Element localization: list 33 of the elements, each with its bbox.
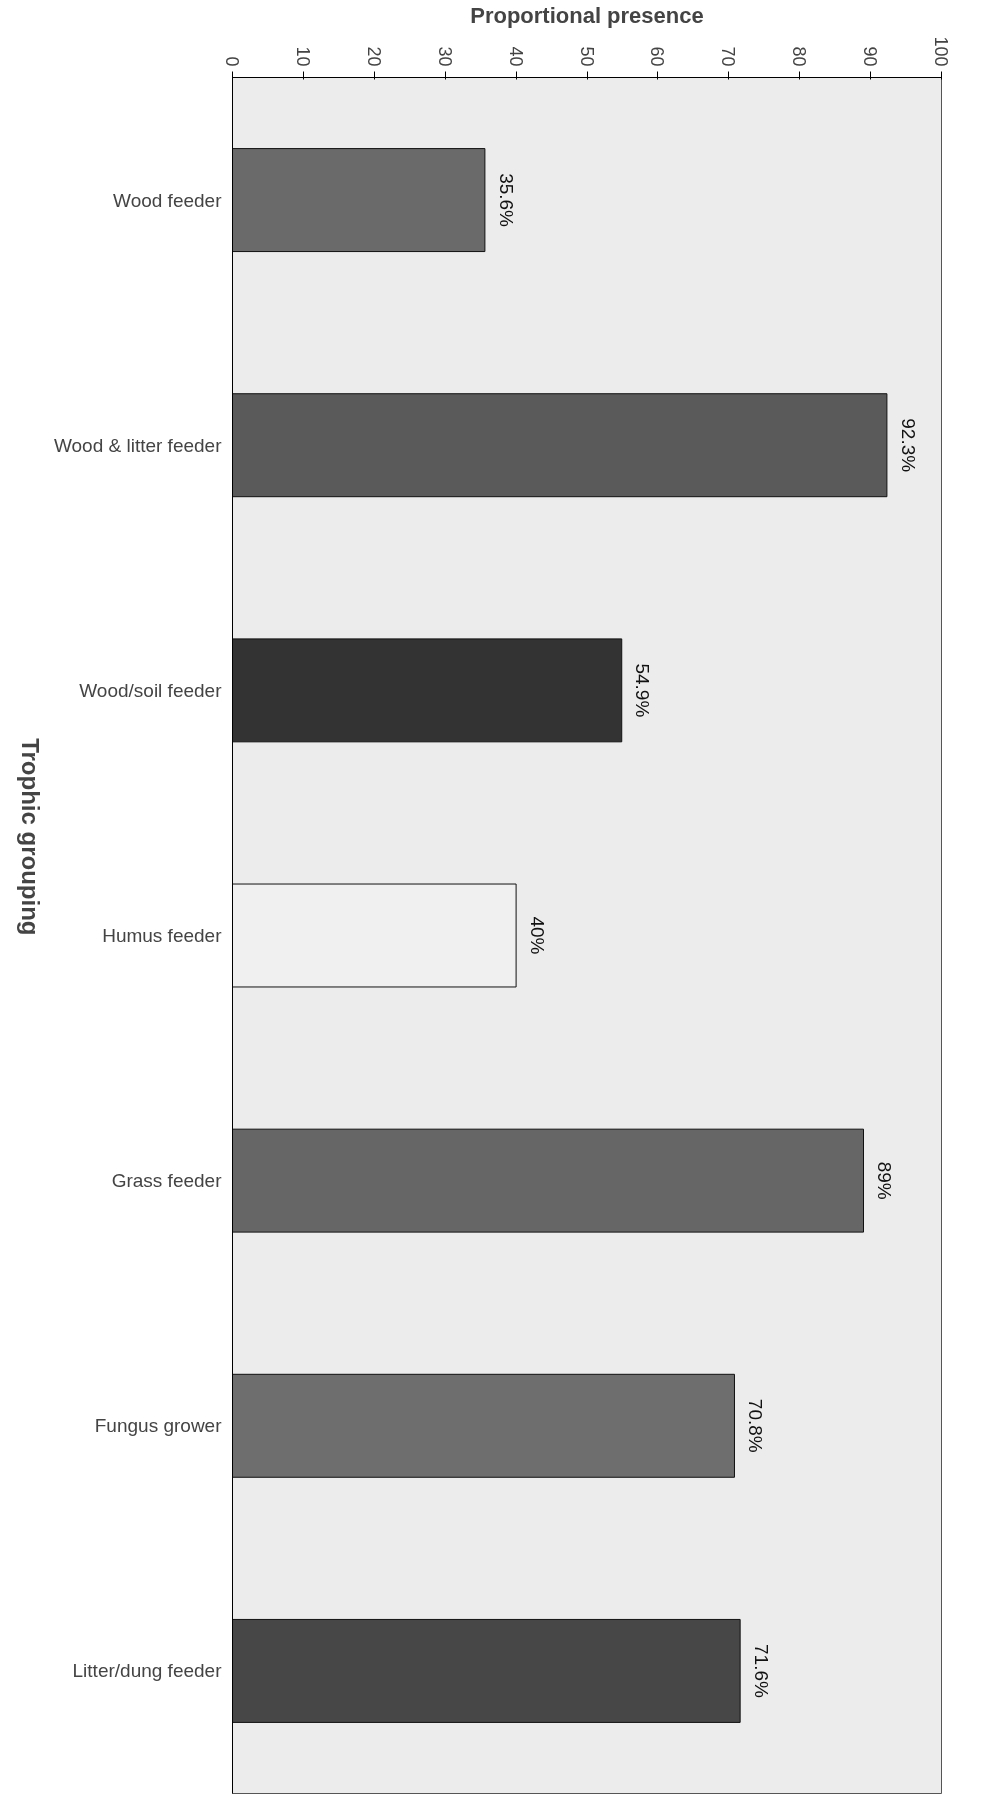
- x-tick-label: 20: [363, 46, 384, 67]
- data-label: 40%: [526, 916, 548, 955]
- data-label: 92.3%: [897, 418, 919, 473]
- data-label: 54.9%: [632, 663, 654, 718]
- y-axis-title: Trophic grouping: [17, 738, 45, 936]
- x-tick-label: 70: [718, 46, 739, 67]
- x-tick-label: 10: [292, 46, 313, 67]
- x-tick-label: 80: [789, 46, 810, 67]
- x-tick-label: 100: [931, 36, 951, 67]
- data-label: 71.6%: [750, 1643, 772, 1698]
- bar: [232, 393, 888, 498]
- data-label: 70.8%: [745, 1398, 767, 1453]
- x-tick-label: 90: [860, 46, 881, 67]
- x-tick-label: 60: [647, 46, 668, 67]
- bar: [232, 148, 486, 253]
- data-label: 89%: [874, 1161, 896, 1200]
- x-tick-label: 50: [576, 46, 597, 67]
- y-tick-label: Fungus grower: [94, 1415, 223, 1437]
- y-tick-label: Wood & litter feeder: [53, 434, 223, 456]
- y-tick-label: Wood/soil feeder: [79, 679, 223, 701]
- y-tick-label: Litter/dung feeder: [72, 1660, 223, 1682]
- y-tick-label: Grass feeder: [111, 1170, 223, 1192]
- x-axis-title: Proportional presence: [470, 3, 704, 29]
- y-tick-label: Wood feeder: [113, 189, 223, 211]
- x-tick-label: 30: [434, 46, 455, 67]
- bar: [232, 638, 623, 743]
- bar: [232, 1373, 735, 1478]
- x-tick-label: 40: [505, 46, 526, 67]
- bar: [232, 1618, 741, 1723]
- bar: [232, 1128, 865, 1233]
- x-tick-label: 0: [222, 56, 242, 67]
- y-tick-label: Humus feeder: [102, 925, 223, 946]
- data-label: 35.6%: [495, 173, 517, 228]
